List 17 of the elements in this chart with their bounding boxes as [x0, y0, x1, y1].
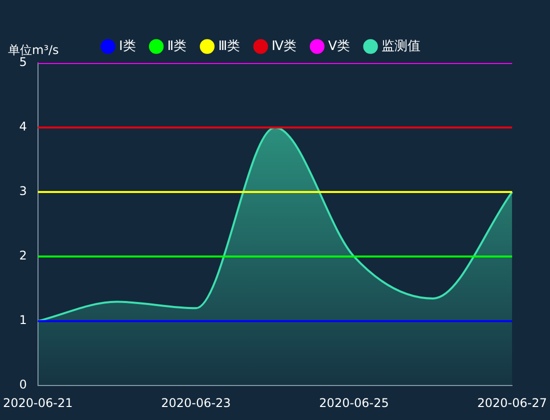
- y-tick-label: 4: [19, 120, 27, 134]
- x-tick-label: 2020-06-23: [161, 396, 231, 410]
- y-tick-label: 3: [19, 184, 27, 198]
- x-tick-label: 2020-06-21: [2, 396, 73, 410]
- legend-label: Ⅴ类: [328, 38, 350, 54]
- y-tick-label: 5: [19, 55, 27, 70]
- y-axis-title: 单位m³/s: [8, 43, 59, 58]
- x-tick-label: 2020-06-27: [477, 396, 548, 410]
- y-tick-label: 1: [19, 313, 27, 328]
- legend-label: 监测值: [382, 38, 421, 54]
- legend-label: Ⅱ类: [167, 38, 187, 54]
- legend-label: Ⅰ类: [118, 38, 136, 54]
- legend-label: Ⅳ类: [272, 38, 297, 54]
- y-tick-label: 2: [19, 248, 27, 263]
- x-tick-label: 2020-06-25: [319, 396, 389, 410]
- y-tick-label: 0: [19, 378, 27, 392]
- legend-label: Ⅲ类: [218, 38, 240, 54]
